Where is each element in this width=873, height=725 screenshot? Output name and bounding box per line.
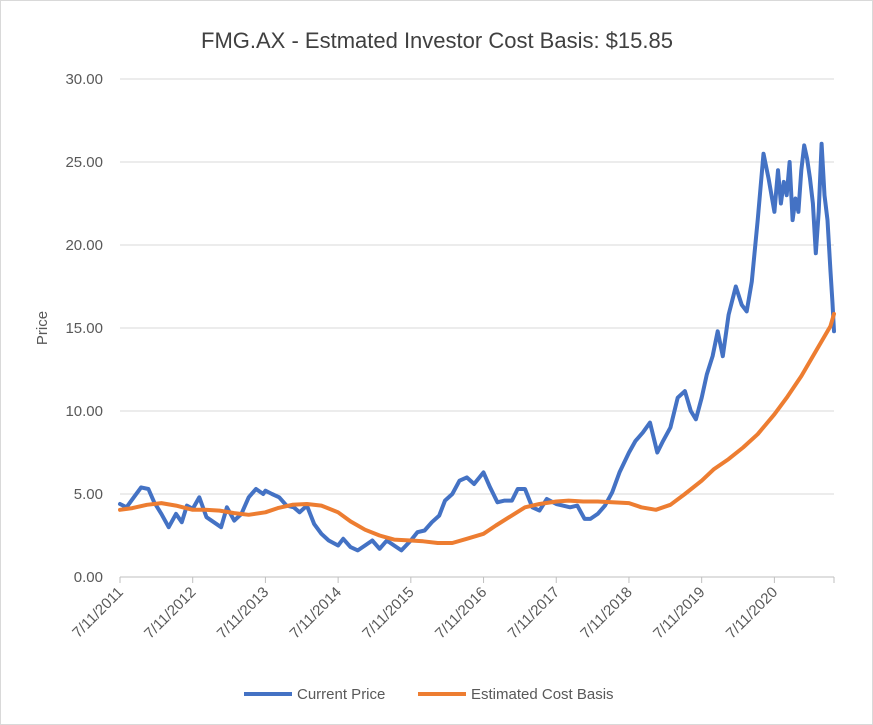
y-axis-ticks: 0.00 5.00 10.00 15.00 20.00 25.00 30.00 (65, 71, 103, 586)
x-axis-ticks: 7/11/2011 7/11/2012 7/11/2013 7/11/2014 7/11… (69, 584, 781, 642)
x-tick-label: 7/11/2020 (723, 584, 781, 642)
series-lines (118, 141, 836, 553)
y-axis-title: Price (34, 311, 51, 345)
y-tick-label: 30.00 (65, 71, 103, 88)
x-tick-label: 7/11/2019 (650, 584, 708, 642)
x-tick-label: 7/11/2015 (359, 584, 417, 642)
chart-title: FMG.AX - Estmated Investor Cost Basis: $… (201, 28, 673, 53)
x-tick-label: 7/11/2014 (287, 584, 345, 642)
y-tick-label: 5.00 (74, 486, 103, 503)
y-tick-label: 25.00 (65, 154, 103, 171)
y-tick-label: 10.00 (65, 403, 103, 420)
x-axis-tickmarks (119, 577, 835, 583)
series-line-cost-basis (118, 311, 836, 545)
legend: Current Price Estimated Cost Basis (244, 686, 614, 703)
x-tick-label: 7/11/2016 (432, 584, 490, 642)
x-tick-label: 7/11/2013 (214, 584, 272, 642)
x-tick-label: 7/11/2011 (69, 584, 127, 642)
y-tick-label: 15.00 (65, 320, 103, 337)
x-tick-label: 7/11/2012 (141, 584, 199, 642)
y-tick-label: 20.00 (65, 237, 103, 254)
x-tick-label: 7/11/2017 (505, 584, 563, 642)
gridlines (120, 78, 834, 495)
legend-label-cost-basis: Estimated Cost Basis (471, 686, 614, 703)
x-tick-label: 7/11/2018 (577, 584, 635, 642)
legend-label-current-price: Current Price (297, 686, 385, 703)
y-tick-label: 0.00 (74, 569, 103, 586)
series-line-current-price (118, 141, 836, 553)
